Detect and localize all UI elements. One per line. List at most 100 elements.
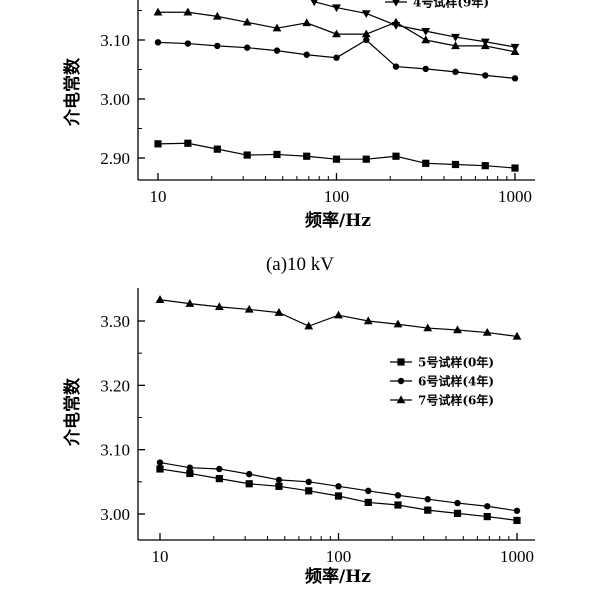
chart-a-data-point — [332, 4, 341, 13]
chart-a-data-point — [243, 44, 251, 51]
chart-a-data-point — [362, 155, 370, 163]
chart-b-data-point — [423, 323, 433, 332]
chart-a-x-axis-label: 频率/Hz — [305, 210, 371, 231]
chart-b: 3.00 3.10 3.20 3.30 10 100 1000 5号试样(0年) 6号试样(… — [62, 288, 535, 587]
chart-a-data-point — [243, 151, 251, 159]
chart-a-x-tick-label: 10 — [150, 187, 167, 206]
chart-a-data-point — [511, 164, 519, 172]
chart-a-data-point — [361, 10, 371, 19]
chart-b-x-tick-label: 10 — [152, 547, 169, 566]
chart-b-y-tick-label: 3.10 — [100, 441, 130, 460]
chart-b-legend-marker — [396, 395, 406, 404]
chart-a-data-point — [481, 162, 489, 170]
chart-a-data-point — [273, 47, 281, 54]
chart-a-data-point — [361, 29, 371, 38]
chart-b-data-point — [393, 319, 403, 328]
chart-b-data-point — [363, 316, 373, 325]
chart-a-data-point — [363, 36, 370, 44]
chart-b-legend-marker — [397, 377, 405, 385]
chart-a-data-point — [392, 63, 400, 70]
chart-b-lines — [155, 295, 522, 525]
chart-b-data-point — [394, 492, 402, 499]
chart-b-y-axis-label: 介电常数 — [62, 377, 83, 447]
chart-a-data-point — [154, 140, 162, 148]
chart-b-y-ticks: 3.00 3.10 3.20 3.30 — [100, 312, 145, 524]
chart-b-data-point — [454, 499, 461, 507]
chart-a-data-point — [451, 160, 460, 169]
chart-b-x-axis-label: 频率/Hz — [305, 566, 371, 587]
chart-b-x-tick-label: 1000 — [500, 547, 534, 566]
chart-a-data-point — [422, 159, 430, 167]
chart-b-y-tick-label: 3.00 — [100, 505, 130, 524]
chart-a-legend-entry: 4号试样(9年) — [385, 0, 489, 10]
chart-b-data-point — [513, 507, 521, 514]
chart-a-data-point — [451, 41, 460, 50]
chart-a-data-point — [273, 150, 281, 159]
chart-a-data-point — [392, 152, 400, 160]
chart-a-data-point — [303, 51, 310, 58]
chart-b-data-point — [453, 509, 462, 517]
chart-b-data-point — [364, 498, 372, 507]
chart-b-data-point — [155, 295, 165, 303]
chart-a-x-ticks: 10 100 1000 — [150, 173, 532, 206]
chart-a-y-tick-label: 3.00 — [100, 90, 130, 109]
chart-b-data-point — [334, 310, 343, 319]
chart-a-data-point — [482, 72, 489, 79]
chart-b-data-point — [214, 302, 224, 311]
chart-b-data-point — [482, 327, 492, 336]
chart-b-data-point — [305, 478, 312, 486]
chart-a-series-2 — [154, 36, 519, 82]
chart-a-data-point — [332, 155, 341, 163]
chart-b-data-point — [275, 482, 283, 490]
chart-b-data-point — [513, 516, 521, 525]
chart-a-series-1-line — [314, 1, 516, 48]
chart-a-series-0 — [153, 7, 520, 55]
chart-b-legend-entry: 6号试样(4年) — [390, 374, 494, 389]
chart-b-data-point — [334, 492, 343, 500]
chart-b-data-point — [244, 304, 254, 313]
chart-b-data-point — [484, 503, 491, 510]
chart-b-data-point — [483, 512, 491, 521]
chart-b-data-point — [305, 487, 313, 495]
chart-b-legend-label: 7号试样(6年) — [418, 393, 494, 408]
chart-a-data-point — [333, 54, 340, 61]
chart-b-series-0 — [156, 465, 521, 525]
chart-b-data-point — [186, 464, 194, 471]
chart-a-series-1 — [310, 0, 520, 52]
chart-b-y-tick-label: 3.30 — [100, 312, 130, 331]
chart-a-y-tick-label: 3.10 — [100, 31, 130, 50]
chart-a-legend: 4号试样(9年) — [385, 0, 489, 10]
chart-a-data-point — [310, 0, 318, 7]
chart-a-data-point — [451, 33, 460, 42]
chart-a-data-point — [452, 68, 459, 76]
chart-a-data-point — [480, 38, 490, 47]
chart-b-data-point — [512, 331, 522, 340]
chart-b-data-point — [185, 299, 195, 307]
chart-b-x-tick-label: 100 — [326, 547, 352, 566]
chart-b-data-point — [274, 308, 284, 316]
chart-a-data-point — [213, 145, 221, 153]
chart-a-x-tick-label: 100 — [324, 187, 350, 206]
chart-b-data-point — [245, 470, 253, 478]
chart-a-data-point — [303, 152, 311, 160]
chart-b-data-point — [275, 476, 283, 484]
chart-b-data-point — [156, 459, 164, 466]
chart-a-data-point — [391, 22, 401, 30]
chart-a-series-3 — [154, 139, 519, 172]
chart-b-data-point — [424, 496, 431, 503]
chart-a-axes — [137, 0, 535, 181]
chart-a-data-point — [332, 29, 341, 38]
chart-a-legend-marker — [392, 0, 400, 7]
chart-b-legend-marker — [397, 358, 405, 366]
chart-a-data-point — [422, 65, 429, 73]
chart-a-data-point — [154, 39, 162, 46]
chart-b-x-ticks: 10 100 1000 — [152, 533, 534, 566]
chart-b-data-point — [156, 465, 164, 473]
chart-b-data-point — [215, 475, 223, 483]
chart-b-data-point — [186, 469, 194, 478]
chart-a-y-axis-label: 介电常数 — [62, 57, 83, 127]
chart-b-series-2 — [155, 295, 522, 340]
chart-a-data-point — [183, 7, 193, 16]
chart-a-data-point — [214, 42, 221, 50]
chart-a-data-point — [153, 7, 163, 16]
